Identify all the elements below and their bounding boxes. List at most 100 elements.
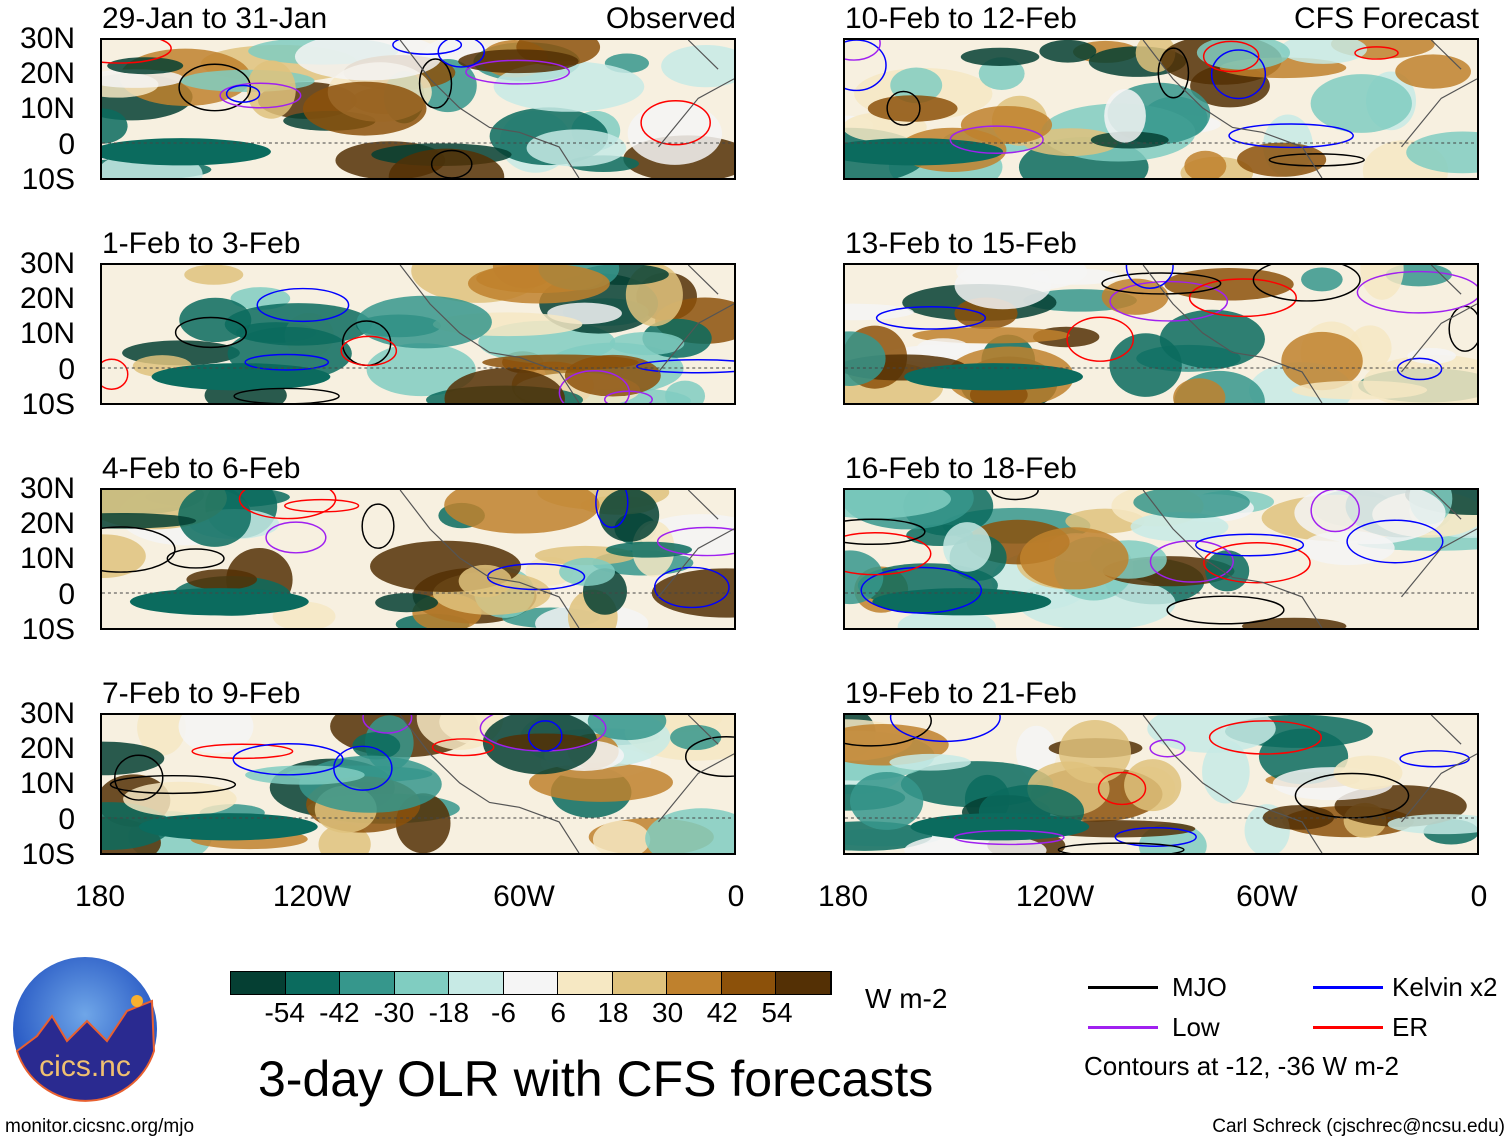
wave-contour bbox=[219, 82, 302, 109]
colorbar bbox=[230, 971, 832, 995]
wave-contour bbox=[114, 754, 164, 801]
colorbar-swatch bbox=[449, 972, 504, 994]
colorbar-swatch bbox=[340, 972, 395, 994]
lat-tick-label: 20N bbox=[19, 282, 75, 315]
colorbar-label: 18 bbox=[597, 997, 629, 1028]
colorbar-swatch bbox=[558, 972, 613, 994]
olr-anomaly-shade bbox=[1279, 40, 1368, 64]
olr-anomaly-shade bbox=[467, 265, 610, 304]
coastline bbox=[399, 715, 734, 853]
panel-tag: Observed bbox=[605, 2, 736, 35]
wave-contour bbox=[361, 503, 395, 549]
lat-tick-label: 10N bbox=[19, 317, 75, 350]
olr-anomaly-shade bbox=[458, 49, 579, 74]
olr-anomaly-shade bbox=[1019, 527, 1129, 590]
olr-anomaly-shade bbox=[107, 57, 184, 75]
olr-map-panel bbox=[100, 488, 736, 630]
wave-contour bbox=[640, 99, 711, 146]
lat-tick-label: 0 bbox=[58, 803, 75, 836]
legend-label-er: ER bbox=[1392, 1012, 1429, 1042]
lon-tick-label: 60W bbox=[493, 880, 555, 913]
lat-tick-label: 30N bbox=[19, 247, 75, 280]
olr-anomaly-shade bbox=[294, 40, 442, 81]
olr-anomaly-shade bbox=[867, 95, 958, 122]
colorbar-label: 42 bbox=[706, 997, 738, 1028]
wave-contour bbox=[845, 40, 881, 61]
panel-tag: CFS Forecast bbox=[1293, 2, 1479, 35]
wave-contour bbox=[1166, 595, 1285, 625]
lon-tick-label: 180 bbox=[817, 880, 869, 913]
wave-contour bbox=[886, 90, 921, 126]
coastline bbox=[1142, 265, 1477, 403]
olr-anomaly-shade bbox=[184, 265, 244, 285]
wave-contour bbox=[1208, 720, 1322, 755]
olr-anomaly-shade bbox=[559, 557, 615, 586]
panel-title: 16-Feb to 18-Feb bbox=[845, 452, 1077, 485]
olr-anomaly-shade bbox=[444, 490, 600, 534]
olr-anomaly-shade bbox=[845, 550, 884, 605]
wave-contour bbox=[225, 84, 261, 103]
wave-contour bbox=[845, 532, 932, 576]
panel-title: 13-Feb to 15-Feb bbox=[845, 227, 1077, 260]
olr-anomaly-shade bbox=[178, 715, 254, 754]
olr-anomaly-shade bbox=[1173, 378, 1226, 403]
olr-anomaly-shade bbox=[670, 724, 722, 751]
olr-anomaly-shade bbox=[444, 368, 565, 403]
lat-tick-label: 20N bbox=[19, 57, 75, 90]
wave-contour bbox=[1268, 153, 1365, 167]
wave-contour bbox=[1310, 490, 1360, 533]
wave-contour bbox=[1149, 540, 1234, 583]
wave-contour bbox=[991, 490, 1039, 501]
wave-contour bbox=[1252, 265, 1361, 302]
wave-contour bbox=[284, 498, 360, 513]
legend-line-er bbox=[1313, 1026, 1383, 1029]
olr-anomaly-shade bbox=[849, 771, 924, 830]
colorbar-label: 30 bbox=[652, 997, 684, 1028]
legend-label-low: Low bbox=[1172, 1012, 1220, 1042]
colorbar-swatch bbox=[285, 972, 341, 994]
wave-contour bbox=[1356, 270, 1477, 314]
olr-anomaly-shade bbox=[845, 303, 914, 321]
colorbar-label: -54 bbox=[264, 997, 305, 1028]
wave-contour bbox=[1195, 533, 1305, 557]
lat-tick-label: 10N bbox=[19, 767, 75, 800]
lat-tick-label: 10S bbox=[21, 163, 75, 196]
colorbar-swatch bbox=[667, 972, 722, 994]
wave-contour bbox=[431, 738, 495, 757]
lat-tick-label: 10S bbox=[21, 388, 75, 421]
coastline bbox=[1142, 490, 1477, 628]
wave-contour bbox=[527, 720, 563, 752]
wave-contour bbox=[392, 40, 463, 55]
wave-contour bbox=[256, 287, 350, 323]
olr-anomaly-shade bbox=[845, 331, 886, 387]
olr-anomaly-shade bbox=[1016, 725, 1057, 779]
wave-contour bbox=[109, 774, 237, 795]
wave-contour bbox=[1202, 40, 1260, 73]
olr-map-panel bbox=[100, 713, 736, 855]
colorbar-swatch bbox=[721, 972, 777, 994]
colorbar-label: -18 bbox=[428, 997, 470, 1028]
wave-contour bbox=[418, 58, 453, 109]
olr-anomaly-shade bbox=[1301, 267, 1343, 292]
olr-anomaly-shade bbox=[102, 513, 197, 529]
wave-contour bbox=[1448, 305, 1477, 352]
olr-anomaly-shade bbox=[528, 762, 673, 802]
wave-contour bbox=[1396, 357, 1443, 381]
panel-title: 1-Feb to 3-Feb bbox=[102, 227, 301, 260]
olr-anomaly-shade bbox=[587, 715, 667, 741]
lon-tick-label: 120W bbox=[272, 880, 352, 913]
colorbar-swatch bbox=[231, 972, 286, 994]
olr-anomaly-shade bbox=[661, 44, 734, 88]
panel-title: 19-Feb to 21-Feb bbox=[845, 677, 1077, 710]
olr-anomaly-shade bbox=[599, 490, 660, 542]
panel-title: 29-Jan to 31-Jan bbox=[102, 2, 328, 35]
olr-anomaly-shade bbox=[1164, 268, 1294, 301]
olr-anomaly-shade bbox=[102, 534, 146, 578]
wave-contour bbox=[174, 316, 247, 349]
olr-anomaly-shade bbox=[1196, 40, 1290, 70]
olr-anomaly-shade bbox=[917, 338, 970, 357]
wave-contour bbox=[595, 490, 629, 529]
olr-anomaly-shade bbox=[1387, 814, 1477, 835]
olr-anomaly-shade bbox=[1406, 131, 1477, 174]
panel-title: 4-Feb to 6-Feb bbox=[102, 452, 301, 485]
